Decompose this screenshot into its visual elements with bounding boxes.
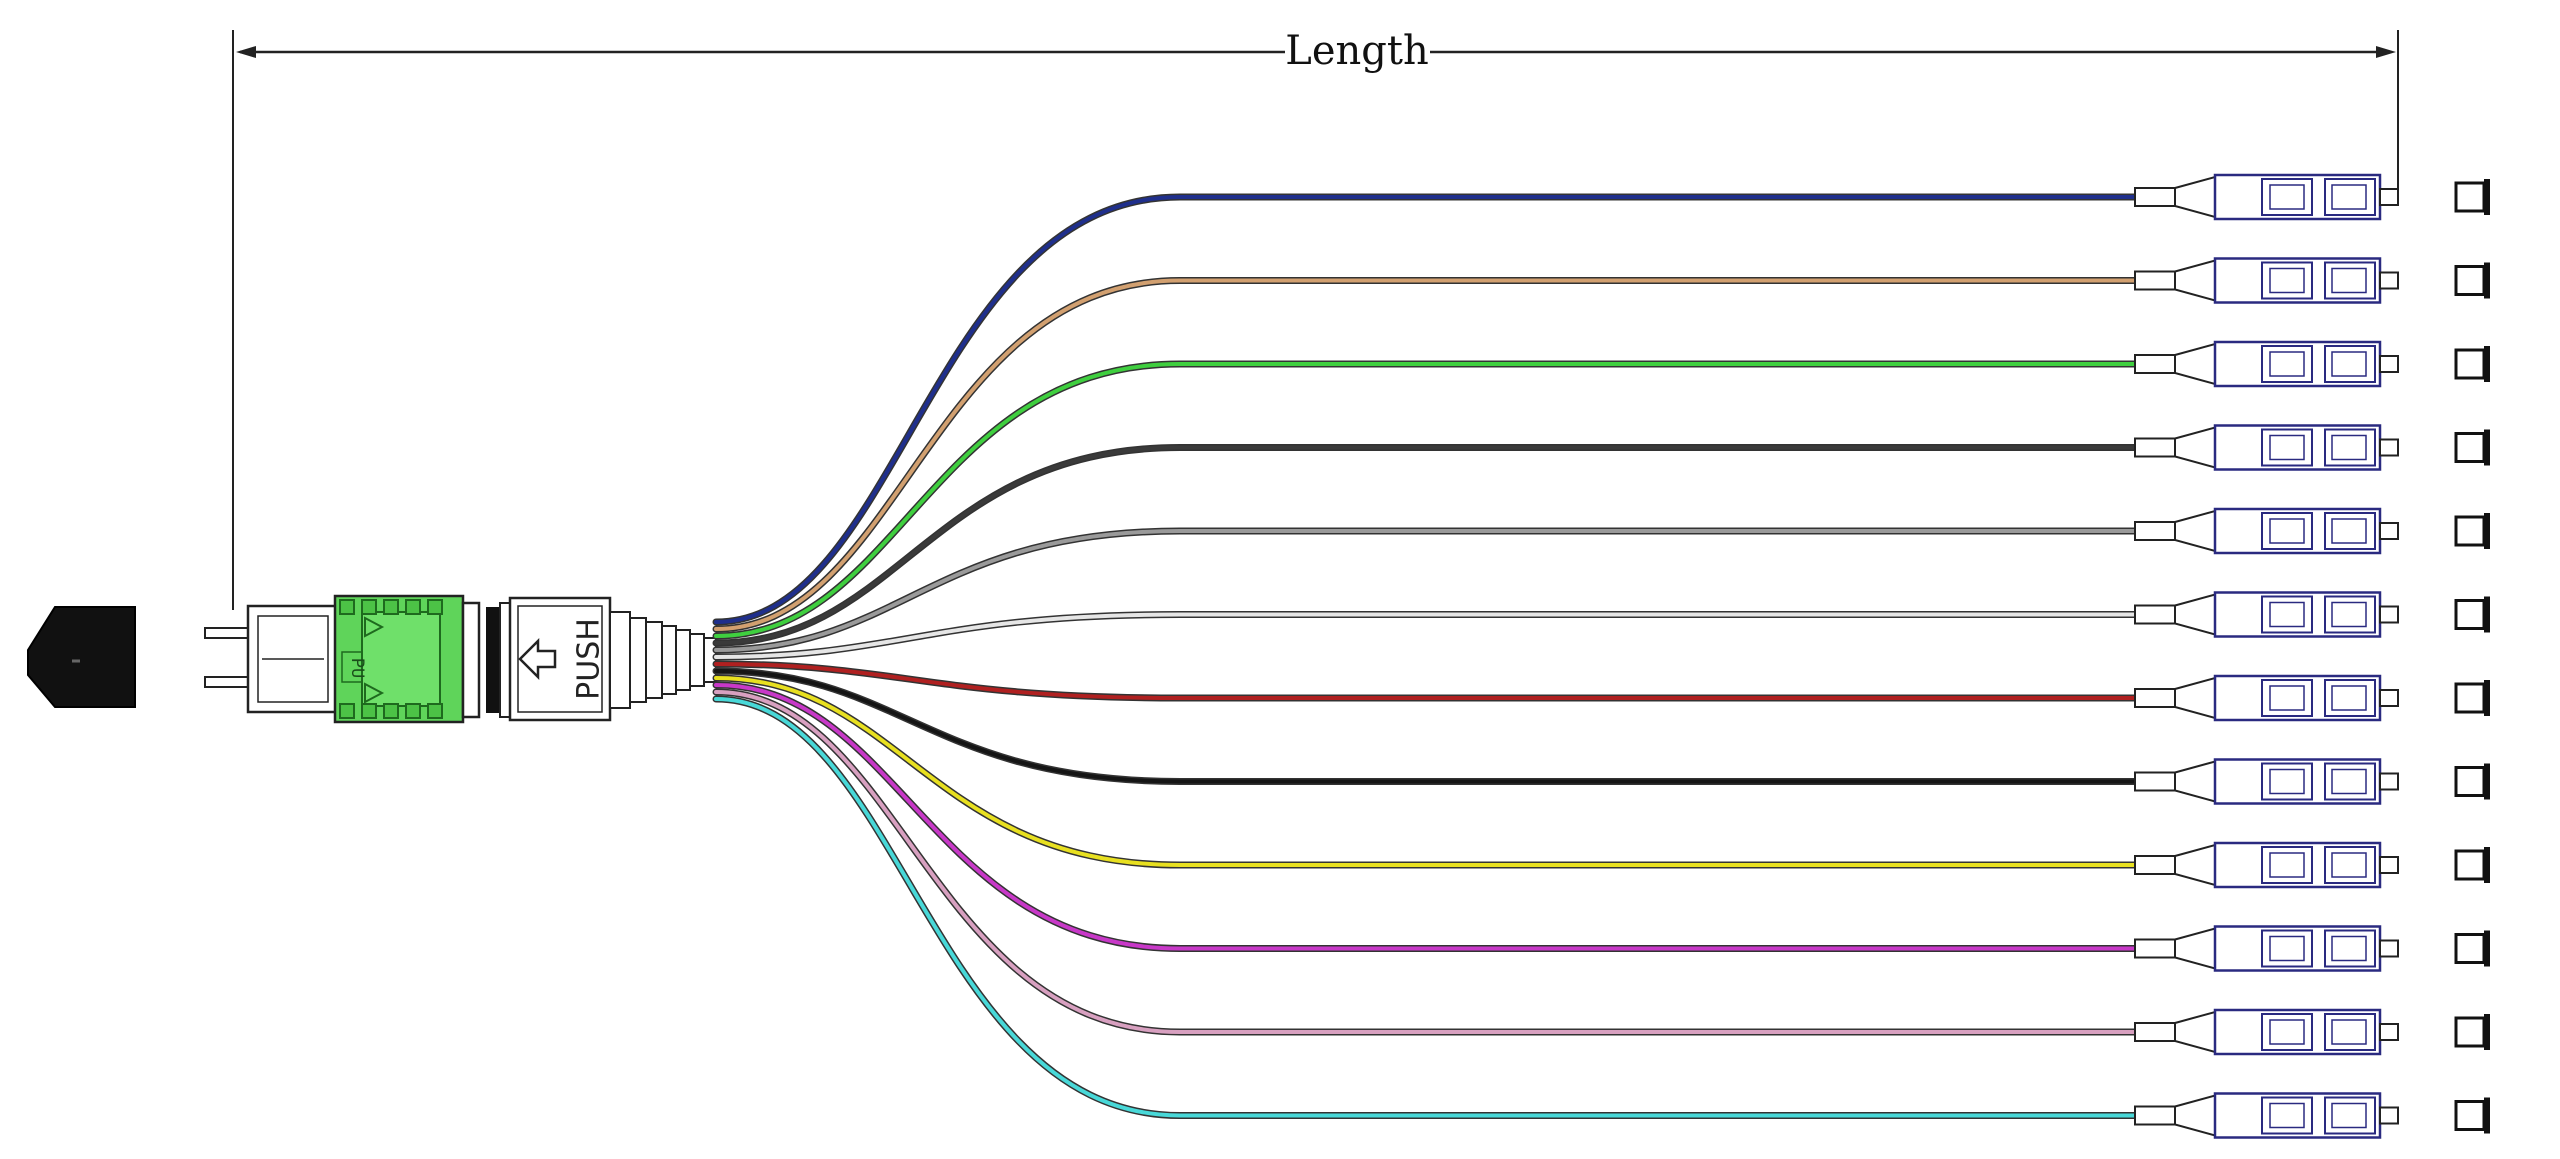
fiber-green [712, 360, 2139, 640]
lc-connector [2134, 340, 2399, 388]
mpo-dust-cap [27, 606, 136, 708]
lc-connector [2134, 257, 2399, 304]
length-dimension: Length [232, 28, 2399, 610]
lc-connector-group [2134, 173, 2399, 1139]
fiber-brown [712, 444, 2139, 647]
lc-connector [2134, 1092, 2399, 1139]
lc-dust-cap [2454, 429, 2490, 466]
lc-dust-cap [2454, 1014, 2490, 1050]
guide-pin [204, 676, 252, 688]
guide-pin [204, 627, 252, 639]
lc-dust-cap [2454, 596, 2490, 633]
lc-connector [2134, 424, 2399, 471]
lc-dust-cap [2454, 930, 2490, 967]
mpo-connector: PU PUSH [204, 594, 717, 724]
fiber-black [712, 667, 2139, 785]
lc-connector [2134, 1008, 2399, 1056]
push-arrow-icon [518, 637, 557, 681]
dimension-arrow-left-icon [236, 46, 256, 58]
fiber-orange [712, 277, 2139, 633]
lc-dust-cap-group [2454, 179, 2490, 1134]
lc-dust-cap [2454, 847, 2490, 883]
lc-connector [2134, 173, 2399, 221]
fiber-red [712, 660, 2139, 702]
length-label: Length [1285, 28, 1428, 74]
fiber-slate [712, 527, 2139, 654]
fiber-aqua [712, 695, 2139, 1119]
lc-dust-cap [2454, 680, 2490, 716]
latch-label: PU [347, 658, 367, 678]
push-label: PUSH [572, 618, 607, 700]
strain-relief-boot [609, 611, 717, 709]
lc-dust-cap [2454, 179, 2490, 215]
lc-connector [2134, 841, 2399, 889]
lc-dust-cap [2454, 513, 2490, 549]
fiber-yellow [712, 674, 2139, 869]
lc-connector [2134, 591, 2399, 638]
fiber-violet [712, 681, 2139, 952]
lc-dust-cap [2454, 346, 2490, 382]
fiber-rose [712, 688, 2139, 1036]
fiber-blue [712, 193, 2139, 626]
lc-dust-cap [2454, 262, 2490, 299]
lc-connector [2134, 925, 2399, 972]
lc-connector [2134, 758, 2399, 805]
lc-dust-cap [2454, 1097, 2490, 1134]
lc-connector [2134, 507, 2399, 555]
dimension-arrow-right-icon [2376, 46, 2396, 58]
lc-dust-cap [2454, 763, 2490, 800]
fiber-group [712, 193, 2139, 1119]
fiber-white [712, 611, 2139, 661]
lc-connector [2134, 674, 2399, 722]
